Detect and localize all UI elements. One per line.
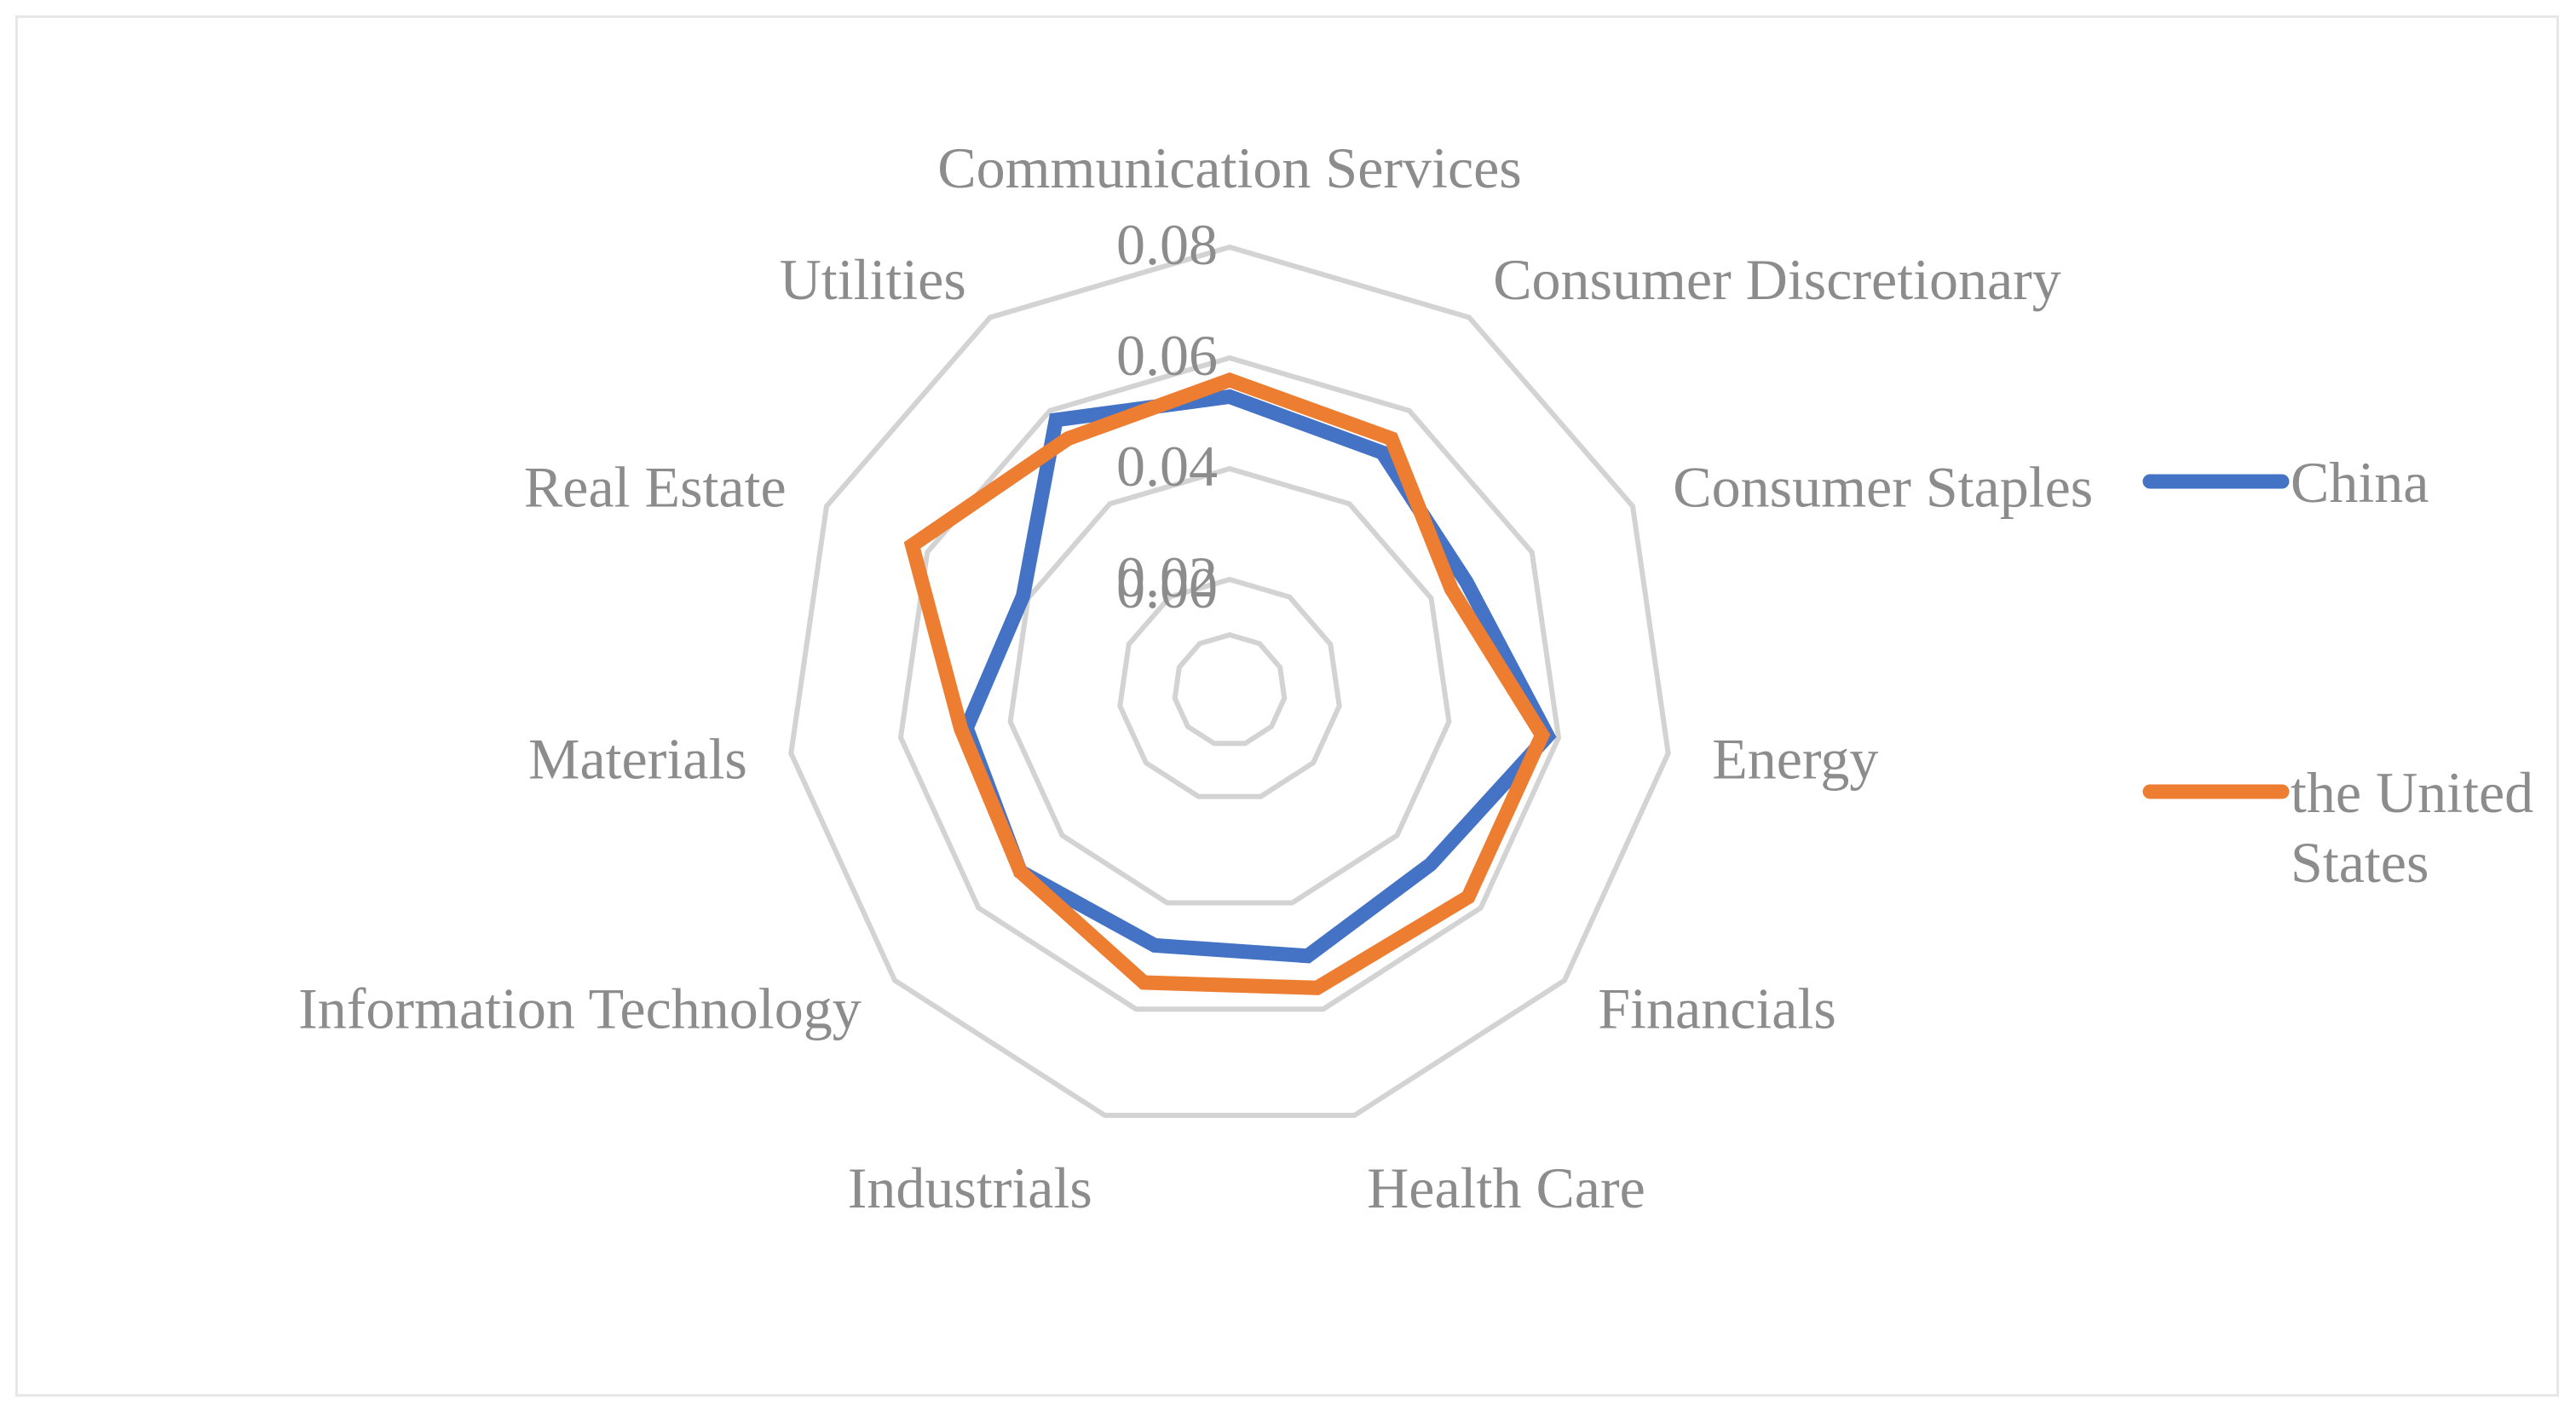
grid-ring-0 (1172, 631, 1288, 746)
category-label-5: Health Care (1367, 1156, 1645, 1220)
grid-ring-1 (1117, 576, 1342, 799)
legend-label-1: the United States (2291, 760, 2533, 895)
category-labels: Communication Services Consumer Discretio… (298, 135, 2093, 1220)
category-label-7: Information Technology (298, 977, 862, 1041)
category-label-0: Communication Services (937, 135, 1522, 200)
grid-ring-2 (1007, 465, 1452, 906)
series-1 (903, 372, 1551, 995)
legend: China the United States (2142, 450, 2533, 895)
chart-frame: 0.00 0.02 0.04 0.06 0.08 Communication Servi… (15, 15, 2559, 1397)
tick-labels: 0.000.02 0.04 0.06 0.08 (1116, 212, 1218, 620)
category-label-9: Real Estate (524, 454, 787, 519)
tick-label-4: 0.08 (1116, 212, 1218, 277)
category-label-6: Industrials (848, 1156, 1092, 1220)
tick-label-2: 0.04 (1116, 434, 1218, 499)
series-0 (959, 389, 1557, 964)
category-label-8: Materials (528, 726, 747, 791)
category-label-2: Consumer Staples (1673, 454, 2093, 519)
category-label-3: Energy (1712, 726, 1878, 791)
tick-label-0: 0.00 (1116, 556, 1218, 620)
series-layer (903, 372, 1557, 995)
category-label-10: Utilities (780, 247, 966, 312)
grid-ring-3 (897, 354, 1562, 1012)
grid-ring-4 (788, 244, 1671, 1118)
category-label-1: Consumer Discretionary (1493, 247, 2061, 312)
tick-label-3: 0.06 (1116, 323, 1218, 388)
category-label-4: Financials (1598, 977, 1836, 1041)
legend-label-0: China (2291, 450, 2429, 515)
radar-chart: 0.000.02 0.04 0.06 0.08 Communication Servi… (298, 135, 2533, 1220)
tick-label-1: 0.02 (1116, 545, 1218, 609)
